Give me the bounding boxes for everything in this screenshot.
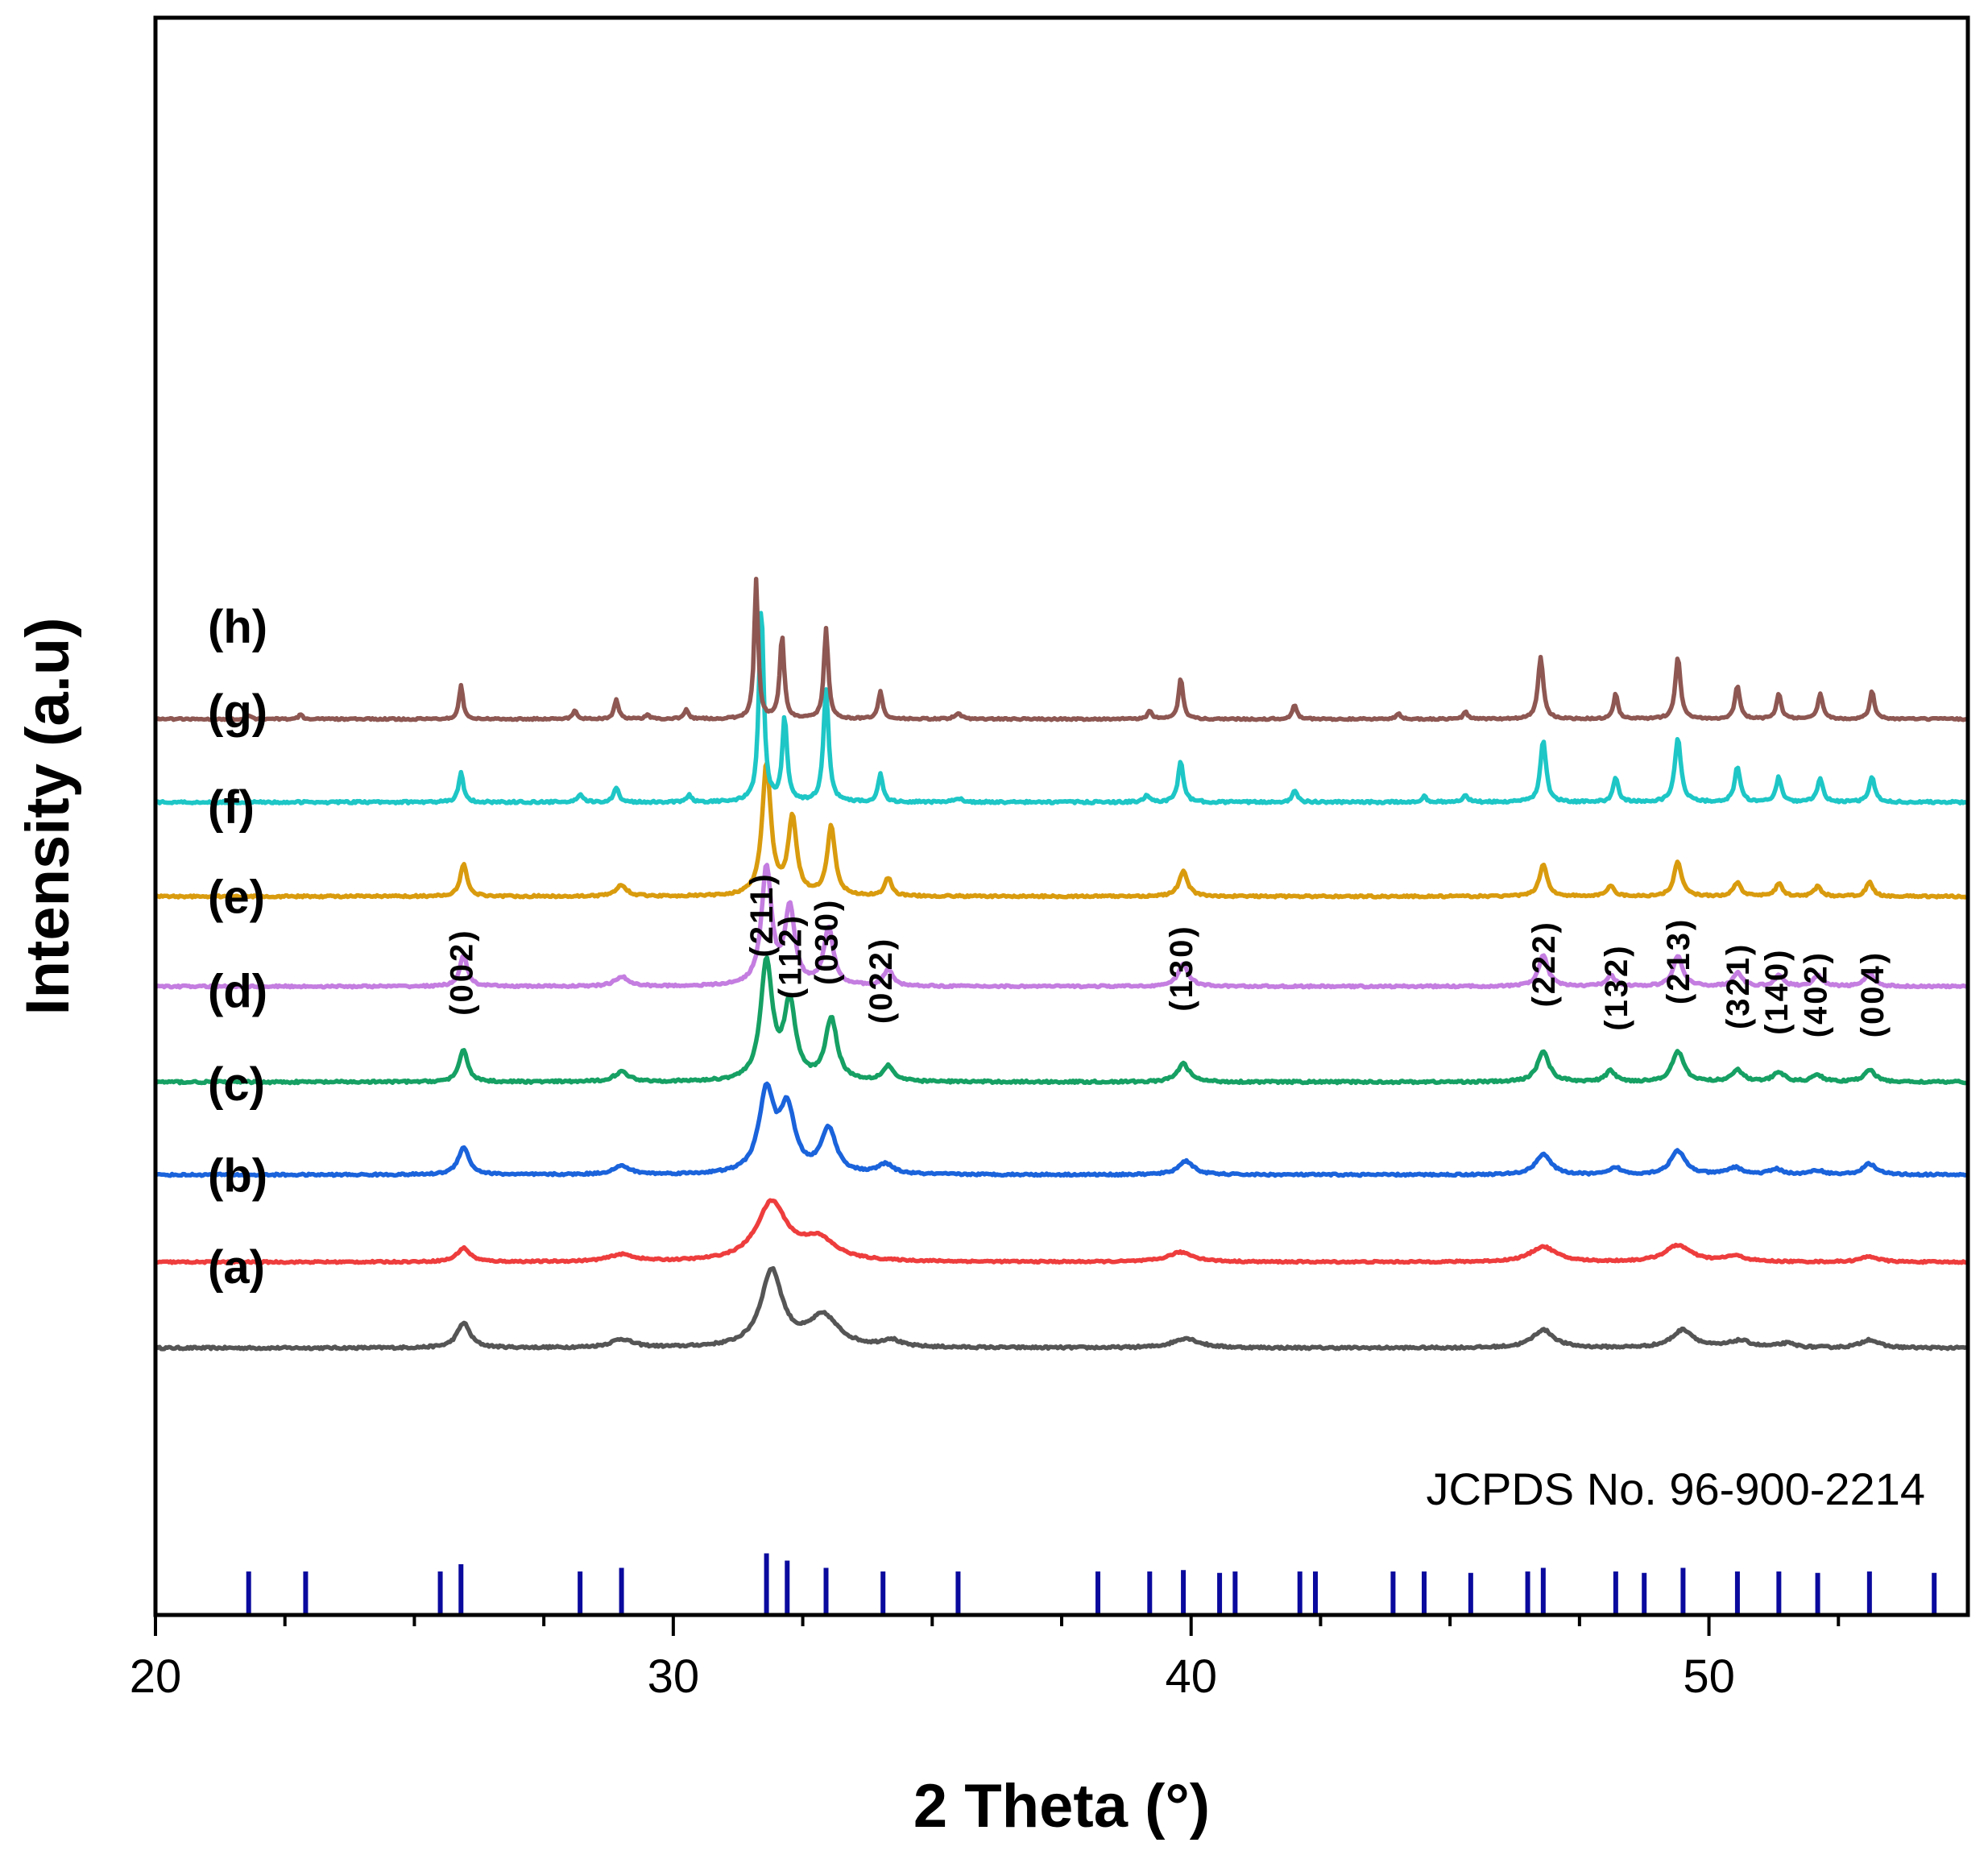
trace-label-h: (h) [208, 601, 267, 653]
x-axis-ticks: 20 30 40 50 [130, 1615, 1841, 1703]
peak-label-140: (140) [1759, 948, 1795, 1035]
series-line-d [155, 955, 1967, 1086]
peak-label-030: (030) [810, 898, 845, 985]
peak-label-402: (402) [1798, 950, 1833, 1037]
x-tick-label-30: 30 [648, 1650, 700, 1703]
trace-label-a: (a) [208, 1241, 265, 1294]
y-axis-title: Intensity (a.u) [14, 617, 82, 1015]
peak-labels: (002) (211)(112) (030) (022) (130) (222) (132)… [444, 872, 1891, 1037]
trace-labels: (a) (b) (c) (d) (e) (f) (g) (h) [208, 601, 267, 1294]
x-tick-label-50: 50 [1683, 1650, 1735, 1703]
x-tick-label-40: 40 [1165, 1650, 1217, 1703]
peak-label-211: (211) [744, 872, 780, 957]
trace-label-c: (c) [208, 1058, 265, 1111]
trace-label-b: (b) [208, 1149, 267, 1202]
trace-label-g: (g) [208, 685, 267, 738]
trace-label-d: (d) [208, 966, 267, 1018]
reference-label: JCPDS No. 96-900-2214 [1427, 1464, 1925, 1514]
peak-label-213: (213) [1661, 917, 1696, 1004]
peak-label-132: (132) [1599, 943, 1634, 1030]
peak-label-321: (321) [1721, 942, 1756, 1029]
series-layer [155, 576, 1968, 1352]
series-line-e [155, 863, 1967, 990]
peak-label-002: (002) [444, 928, 479, 1015]
series-line-b [155, 1198, 1967, 1265]
peak-label-004: (004) [1855, 950, 1891, 1037]
trace-label-e: (e) [208, 872, 265, 924]
peak-label-222: (222) [1526, 920, 1562, 1007]
series-line-g [155, 611, 1967, 806]
series-line-f [155, 760, 1968, 900]
series-line-c [155, 1081, 1967, 1178]
x-axis-title: 2 Theta (°) [913, 1772, 1210, 1841]
peak-label-130: (130) [1164, 924, 1199, 1011]
trace-label-f: (f) [208, 781, 255, 834]
reference-lines [246, 1553, 1937, 1615]
series-line-a [155, 1265, 1967, 1352]
peak-label-022: (022) [864, 937, 899, 1024]
peak-label-112: (112) [773, 913, 809, 999]
series-line-h [155, 576, 1967, 723]
x-tick-label-20: 20 [130, 1650, 182, 1703]
